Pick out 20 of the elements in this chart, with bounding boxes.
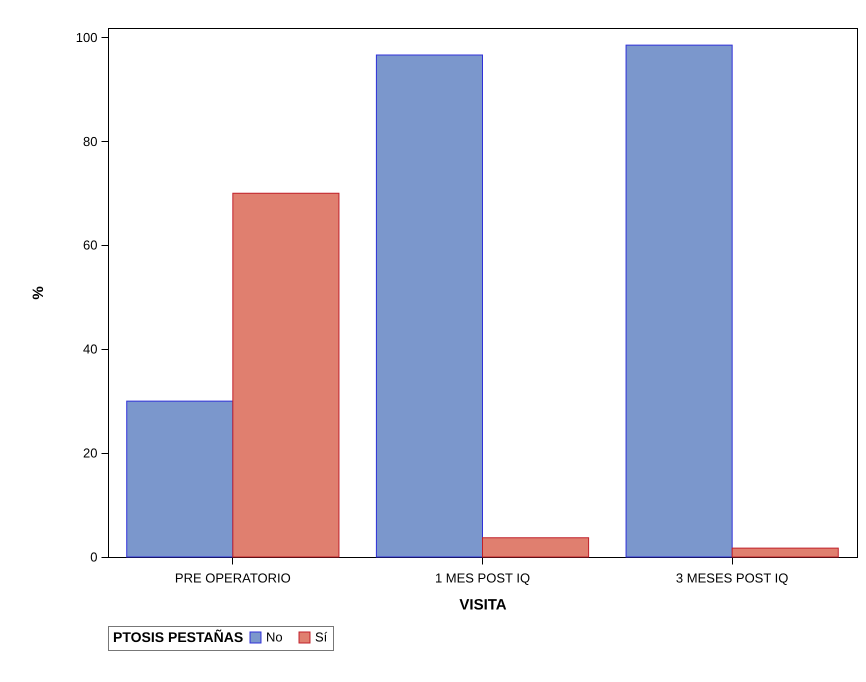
y-tick-label: 60	[83, 238, 98, 253]
bar	[626, 44, 733, 558]
x-tick-label: 1 MES POST IQ	[434, 570, 530, 586]
x-tick-label: PRE OPERATORIO	[174, 570, 291, 586]
y-tick-label: 20	[83, 446, 98, 461]
bar	[232, 192, 340, 558]
x-tick-label: 3 MESES POST IQ	[676, 570, 788, 586]
y-tick-label: 80	[83, 134, 98, 149]
bar	[482, 537, 590, 558]
legend-label: Sí	[315, 630, 328, 645]
x-axis-title: VISITA	[459, 596, 507, 614]
bar	[376, 54, 483, 558]
bar	[732, 548, 839, 558]
y-axis-title: %	[30, 286, 47, 300]
y-tick-label: 40	[83, 342, 98, 357]
y-tick-label: 100	[76, 30, 98, 45]
legend-label: No	[266, 630, 283, 645]
y-tick-label: 0	[90, 550, 98, 564]
bar	[126, 400, 234, 558]
legend-title: PTOSIS PESTAÑAS	[113, 629, 244, 645]
